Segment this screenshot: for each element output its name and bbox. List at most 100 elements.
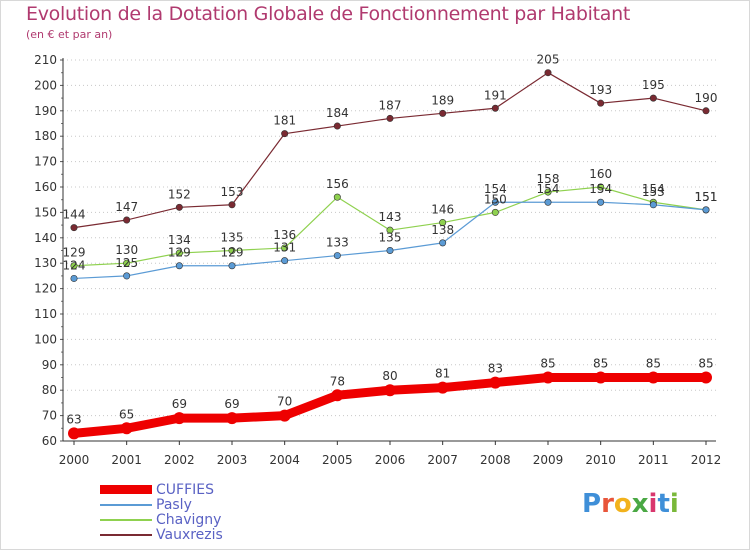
data-label-pasly: 154 bbox=[484, 182, 507, 196]
data-label-pasly: 154 bbox=[537, 182, 560, 196]
data-label-chavigny: 136 bbox=[273, 228, 296, 242]
data-point-chavigny bbox=[597, 183, 605, 191]
data-point-cuffies bbox=[489, 376, 502, 389]
legend-label-pasly: Pasly bbox=[156, 496, 192, 513]
x-tick-label: 2006 bbox=[375, 453, 406, 467]
data-point-chavigny bbox=[175, 249, 183, 257]
data-point-cuffies bbox=[173, 412, 186, 425]
data-label-vauxrezis: 153 bbox=[221, 185, 244, 199]
data-label-chavigny: 151 bbox=[695, 190, 718, 204]
data-label-pasly: 133 bbox=[326, 236, 349, 250]
chart-title: Evolution de la Dotation Globale de Fonc… bbox=[26, 3, 631, 25]
data-label-vauxrezis: 193 bbox=[589, 83, 612, 97]
data-label-pasly: 129 bbox=[168, 246, 191, 260]
legend-item-chavigny: Chavigny bbox=[100, 512, 223, 528]
y-tick-label: 60 bbox=[42, 434, 57, 448]
x-tick-label: 2001 bbox=[111, 453, 142, 467]
data-point-chavigny bbox=[491, 208, 499, 216]
data-point-cuffies bbox=[331, 389, 344, 402]
data-label-cuffies: 70 bbox=[277, 395, 292, 409]
data-label-chavigny: 135 bbox=[221, 231, 244, 245]
data-label-vauxrezis: 190 bbox=[695, 91, 718, 105]
y-tick-label: 110 bbox=[34, 307, 57, 321]
data-point-cuffies bbox=[436, 381, 449, 394]
y-tick-label: 190 bbox=[34, 104, 57, 118]
data-label-chavigny: 158 bbox=[537, 172, 560, 186]
logo-letter: t bbox=[657, 489, 670, 519]
data-point-cuffies bbox=[594, 371, 607, 384]
data-label-pasly: 154 bbox=[589, 182, 612, 196]
data-label-vauxrezis: 184 bbox=[326, 106, 349, 120]
data-point-pasly bbox=[702, 206, 710, 214]
data-label-cuffies: 85 bbox=[646, 357, 661, 371]
data-point-chavigny bbox=[123, 259, 131, 267]
data-point-pasly bbox=[649, 201, 657, 209]
data-point-cuffies bbox=[700, 371, 712, 384]
x-tick-label: 2010 bbox=[585, 453, 616, 467]
data-label-pasly: 129 bbox=[221, 246, 244, 260]
logo-letter: x bbox=[631, 489, 649, 519]
data-label-vauxrezis: 191 bbox=[484, 88, 507, 102]
data-point-cuffies bbox=[384, 384, 396, 397]
data-point-cuffies bbox=[120, 422, 133, 435]
data-point-vauxrezis bbox=[175, 203, 183, 211]
legend-swatch-pasly bbox=[100, 503, 152, 506]
x-tick-label: 2011 bbox=[638, 453, 669, 467]
data-label-cuffies: 63 bbox=[66, 412, 81, 426]
data-label-chavigny: 156 bbox=[326, 177, 349, 191]
data-point-cuffies bbox=[226, 412, 238, 425]
logo-letter: o bbox=[613, 489, 632, 519]
y-tick-label: 100 bbox=[34, 332, 57, 346]
data-label-vauxrezis: 189 bbox=[431, 93, 454, 107]
data-label-pasly: 131 bbox=[273, 241, 296, 255]
data-label-vauxrezis: 187 bbox=[379, 98, 402, 112]
data-point-cuffies bbox=[542, 371, 554, 384]
legend-label-cuffies: CUFFIES bbox=[156, 481, 214, 498]
data-point-vauxrezis bbox=[386, 114, 394, 122]
data-label-pasly: 125 bbox=[115, 256, 138, 270]
data-label-pasly: 151 bbox=[695, 190, 718, 204]
data-label-cuffies: 65 bbox=[119, 407, 134, 421]
data-label-cuffies: 85 bbox=[698, 357, 713, 371]
legend-item-vauxrezis: Vauxrezis bbox=[100, 526, 223, 543]
data-label-vauxrezis: 144 bbox=[63, 208, 86, 222]
data-point-cuffies bbox=[278, 409, 291, 422]
data-label-vauxrezis: 152 bbox=[168, 187, 191, 201]
logo-letter: r bbox=[601, 489, 614, 519]
y-tick-label: 170 bbox=[34, 155, 57, 169]
data-point-pasly bbox=[175, 262, 183, 270]
y-tick-label: 180 bbox=[34, 129, 57, 143]
legend-label-vauxrezis: Vauxrezis bbox=[156, 526, 223, 543]
y-tick-label: 150 bbox=[34, 205, 57, 219]
x-tick-label: 2009 bbox=[533, 453, 564, 467]
x-tick-label: 2008 bbox=[480, 453, 511, 467]
chart-subtitle: (en € et par an) bbox=[26, 28, 113, 41]
data-point-pasly bbox=[70, 274, 78, 282]
data-label-vauxrezis: 205 bbox=[537, 53, 560, 67]
data-point-pasly bbox=[597, 198, 605, 206]
data-point-vauxrezis bbox=[281, 130, 289, 138]
data-point-vauxrezis bbox=[702, 107, 710, 115]
data-point-pasly bbox=[281, 257, 289, 265]
data-point-vauxrezis bbox=[70, 224, 78, 232]
data-label-pasly: 124 bbox=[63, 258, 86, 272]
y-tick-label: 140 bbox=[34, 231, 57, 245]
data-point-pasly bbox=[228, 262, 236, 270]
legend-item-cuffies: CUFFIES bbox=[100, 481, 223, 498]
data-point-chavigny bbox=[333, 193, 341, 201]
y-tick-label: 90 bbox=[42, 358, 57, 372]
data-label-cuffies: 78 bbox=[330, 374, 345, 388]
data-point-chavigny bbox=[70, 262, 78, 270]
legend-swatch-vauxrezis bbox=[100, 533, 152, 536]
data-point-pasly bbox=[491, 198, 499, 206]
logo-letter: P bbox=[582, 489, 602, 519]
data-point-vauxrezis bbox=[597, 99, 605, 107]
data-label-pasly: 135 bbox=[379, 231, 402, 245]
x-tick-label: 2000 bbox=[59, 453, 90, 467]
x-tick-label: 2005 bbox=[322, 453, 353, 467]
x-tick-label: 2007 bbox=[427, 453, 458, 467]
data-label-vauxrezis: 195 bbox=[642, 78, 665, 92]
legend-item-pasly: Pasly bbox=[100, 496, 223, 513]
data-point-chavigny bbox=[439, 219, 447, 227]
